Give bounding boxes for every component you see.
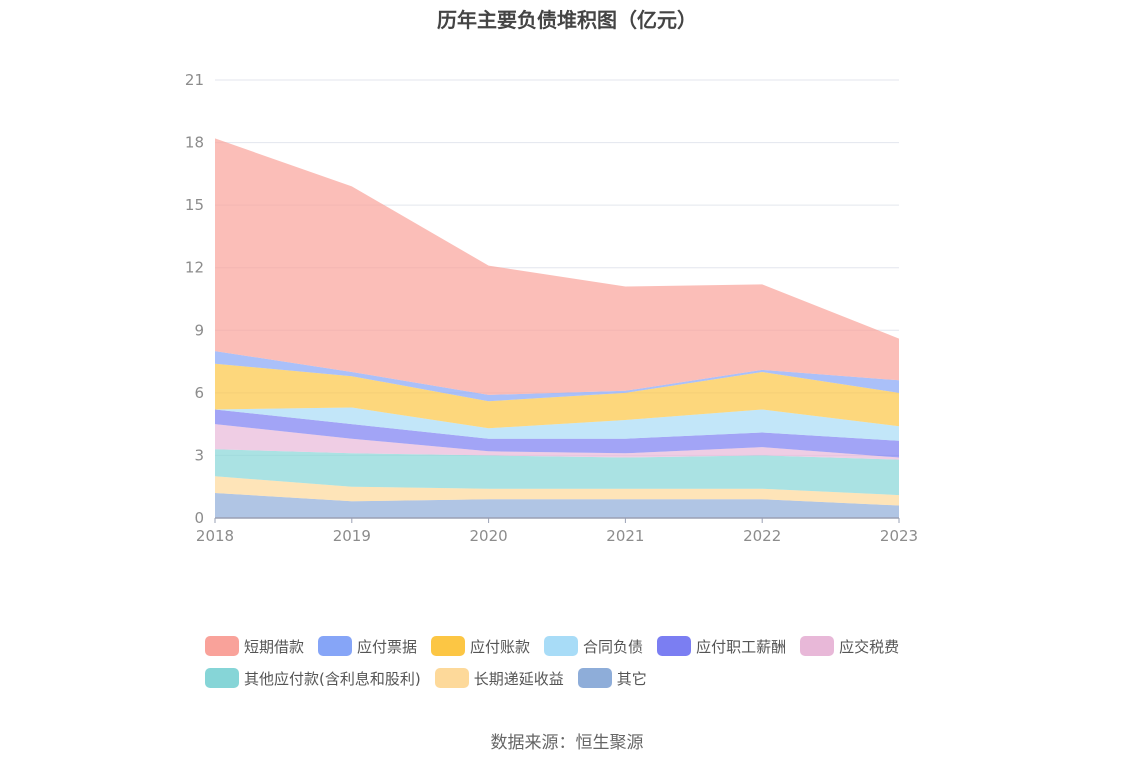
x-tick-label: 2021 bbox=[606, 527, 644, 545]
legend-item[interactable]: 其他应付款(含利息和股利) bbox=[205, 668, 421, 689]
y-tick-label: 9 bbox=[194, 321, 204, 339]
legend-item[interactable]: 应付票据 bbox=[318, 636, 417, 657]
y-tick-label: 12 bbox=[185, 259, 204, 277]
series-area-6[interactable] bbox=[215, 363, 899, 429]
y-tick-label: 6 bbox=[194, 384, 204, 402]
legend-swatch bbox=[657, 636, 692, 656]
series-areas bbox=[215, 138, 899, 518]
x-tick-label: 2018 bbox=[196, 527, 234, 545]
legend-item[interactable]: 应付账款 bbox=[431, 636, 530, 657]
legend-swatch bbox=[434, 668, 469, 688]
legend: 短期借款 应付票据 应付账款 合同负债 应付职工薪酬 应交税费 其他应付款(含利息和股利)… bbox=[205, 630, 965, 694]
legend-item[interactable]: 长期递延收益 bbox=[434, 668, 564, 689]
legend-swatch bbox=[577, 668, 612, 688]
series-area-8[interactable] bbox=[215, 138, 899, 395]
legend-label: 应付账款 bbox=[470, 637, 531, 656]
series-area-1[interactable] bbox=[215, 476, 899, 506]
legend-swatch bbox=[800, 636, 835, 656]
y-tick-label: 21 bbox=[185, 71, 204, 89]
legend-label: 其他应付款(含利息和股利) bbox=[244, 669, 421, 688]
legend-item[interactable]: 应交税费 bbox=[800, 636, 899, 657]
series-area-5[interactable] bbox=[215, 407, 899, 441]
legend-item[interactable]: 应付职工薪酬 bbox=[657, 636, 786, 657]
series-area-7[interactable] bbox=[215, 351, 899, 402]
legend-label: 应付票据 bbox=[357, 637, 418, 656]
axes: 0 3 6 9 12 15 18 21 2018 2019 2020 2021 2022 2023 bbox=[185, 71, 918, 545]
x-tick-label: 2020 bbox=[470, 527, 508, 545]
legend-item[interactable]: 合同负债 bbox=[544, 636, 643, 657]
legend-label: 应交税费 bbox=[839, 637, 900, 656]
legend-swatch bbox=[431, 636, 466, 656]
chart-title: 历年主要负债堆积图（亿元） bbox=[437, 8, 697, 32]
series-area-3[interactable] bbox=[215, 424, 899, 460]
legend-row-1: 短期借款 应付票据 应付账款 合同负债 应付职工薪酬 应交税费 bbox=[205, 630, 965, 662]
legend-row-2: 其他应付款(含利息和股利) 长期递延收益 其它 bbox=[205, 662, 965, 694]
y-tick-label: 18 bbox=[185, 134, 204, 152]
legend-label: 长期递延收益 bbox=[473, 669, 564, 688]
legend-swatch bbox=[318, 636, 353, 656]
legend-swatch bbox=[205, 668, 239, 688]
legend-item[interactable]: 短期借款 bbox=[205, 636, 304, 657]
legend-swatch bbox=[205, 636, 239, 656]
x-tick-label: 2023 bbox=[880, 527, 918, 545]
y-tick-label: 0 bbox=[194, 509, 204, 527]
series-area-4[interactable] bbox=[215, 409, 899, 458]
x-tick-label: 2022 bbox=[743, 527, 781, 545]
series-area-0[interactable] bbox=[215, 493, 899, 518]
data-source-note: 数据来源：恒生聚源 bbox=[490, 733, 644, 753]
series-area-2[interactable] bbox=[215, 449, 899, 496]
legend-item[interactable]: 其它 bbox=[577, 668, 647, 689]
legend-label: 应付职工薪酬 bbox=[696, 637, 787, 656]
legend-label: 合同负债 bbox=[583, 637, 644, 656]
x-tick-label: 2019 bbox=[333, 527, 371, 545]
y-tick-label: 15 bbox=[185, 196, 204, 214]
y-tick-label: 3 bbox=[194, 446, 204, 464]
legend-label: 其它 bbox=[616, 669, 647, 688]
legend-swatch bbox=[544, 636, 579, 656]
legend-label: 短期借款 bbox=[244, 637, 305, 656]
